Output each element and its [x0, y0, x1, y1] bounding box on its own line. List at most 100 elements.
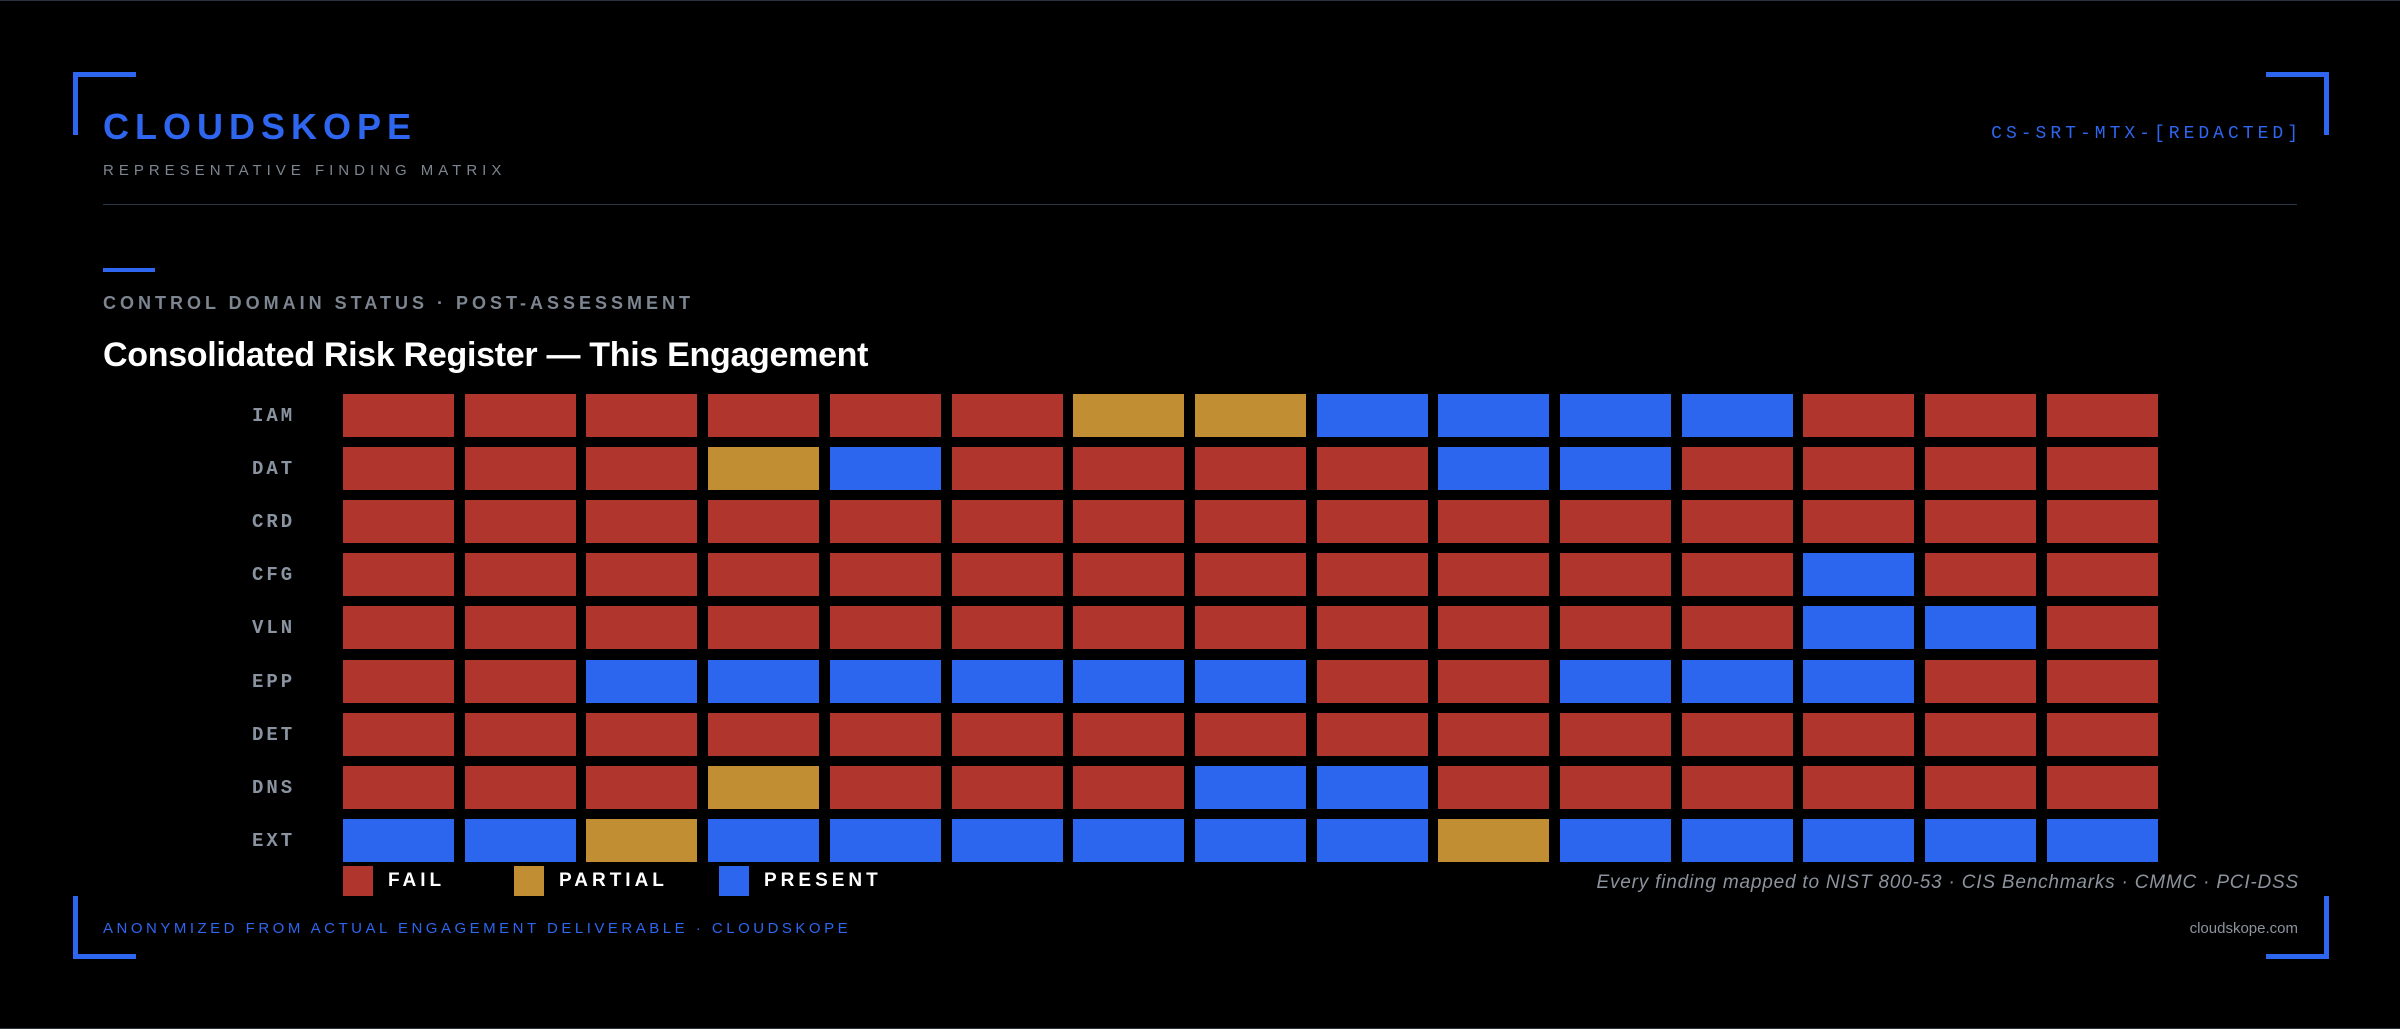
matrix-cell-vln-2-fail	[465, 606, 576, 649]
matrix-cell-crd-9-fail	[1317, 500, 1428, 543]
matrix-cell-iam-2-fail	[465, 394, 576, 437]
matrix-cell-dat-11-present	[1560, 447, 1671, 490]
matrix-cell-ext-5-present	[830, 819, 941, 862]
corner-bracket-top-right	[2266, 72, 2329, 135]
matrix-cell-dat-4-partial	[708, 447, 819, 490]
matrix-cell-dat-8-fail	[1195, 447, 1306, 490]
matrix-cell-vln-8-fail	[1195, 606, 1306, 649]
matrix-cell-cfg-5-fail	[830, 553, 941, 596]
matrix-cell-dns-15-fail	[2047, 766, 2158, 809]
matrix-cell-dns-5-fail	[830, 766, 941, 809]
matrix-cell-iam-10-present	[1438, 394, 1549, 437]
matrix-cell-det-13-fail	[1803, 713, 1914, 756]
matrix-cell-crd-1-fail	[343, 500, 454, 543]
matrix-cell-ext-11-present	[1560, 819, 1671, 862]
matrix-cell-epp-9-fail	[1317, 660, 1428, 703]
matrix-cell-dns-7-fail	[1073, 766, 1184, 809]
matrix-cell-vln-4-fail	[708, 606, 819, 649]
matrix-cell-dns-14-fail	[1925, 766, 2036, 809]
matrix-cell-ext-9-present	[1317, 819, 1428, 862]
matrix-cell-cfg-6-fail	[952, 553, 1063, 596]
matrix-cell-cfg-3-fail	[586, 553, 697, 596]
matrix-cell-ext-15-present	[2047, 819, 2158, 862]
matrix-cell-det-10-fail	[1438, 713, 1549, 756]
matrix-cell-ext-8-present	[1195, 819, 1306, 862]
matrix-cell-dat-7-fail	[1073, 447, 1184, 490]
legend-fail: FAIL	[343, 865, 445, 897]
matrix-cell-ext-2-present	[465, 819, 576, 862]
matrix-cell-ext-4-present	[708, 819, 819, 862]
matrix-cell-det-5-fail	[830, 713, 941, 756]
matrix-cell-epp-3-present	[586, 660, 697, 703]
matrix-cell-ext-10-partial	[1438, 819, 1549, 862]
matrix-cell-vln-12-fail	[1682, 606, 1793, 649]
matrix-cell-epp-14-fail	[1925, 660, 2036, 703]
matrix-cell-cfg-1-fail	[343, 553, 454, 596]
matrix-cell-crd-14-fail	[1925, 500, 2036, 543]
matrix-cell-crd-15-fail	[2047, 500, 2158, 543]
matrix-cell-iam-5-fail	[830, 394, 941, 437]
matrix-cell-vln-1-fail	[343, 606, 454, 649]
section-accent-bar	[103, 268, 155, 272]
matrix-cell-vln-6-fail	[952, 606, 1063, 649]
matrix-cell-dns-10-fail	[1438, 766, 1549, 809]
matrix-cell-dat-15-fail	[2047, 447, 2158, 490]
row-label-det: DET	[252, 723, 296, 746]
matrix-cell-dns-2-fail	[465, 766, 576, 809]
matrix-cell-cfg-2-fail	[465, 553, 576, 596]
matrix-cell-crd-5-fail	[830, 500, 941, 543]
matrix-cell-det-8-fail	[1195, 713, 1306, 756]
matrix-cell-epp-11-present	[1560, 660, 1671, 703]
footer-website-link[interactable]: cloudskope.com	[2189, 920, 2298, 937]
matrix-cell-epp-1-fail	[343, 660, 454, 703]
matrix-cell-iam-8-partial	[1195, 394, 1306, 437]
matrix-cell-dns-13-fail	[1803, 766, 1914, 809]
corner-bracket-bottom-left	[73, 896, 136, 959]
page-title: Consolidated Risk Register — This Engage…	[103, 336, 869, 374]
row-label-dns: DNS	[252, 776, 296, 799]
matrix-cell-cfg-9-fail	[1317, 553, 1428, 596]
document-id: CS-SRT-MTX-[REDACTED]	[1991, 124, 2302, 144]
matrix-cell-dat-14-fail	[1925, 447, 2036, 490]
frame-top-rule	[0, 0, 2400, 1]
matrix-cell-crd-10-fail	[1438, 500, 1549, 543]
matrix-cell-ext-12-present	[1682, 819, 1793, 862]
matrix-cell-cfg-11-fail	[1560, 553, 1671, 596]
matrix-cell-det-11-fail	[1560, 713, 1671, 756]
row-label-epp: EPP	[252, 670, 296, 693]
matrix-cell-vln-13-present	[1803, 606, 1914, 649]
matrix-cell-vln-9-fail	[1317, 606, 1428, 649]
matrix-cell-vln-11-fail	[1560, 606, 1671, 649]
matrix-cell-det-15-fail	[2047, 713, 2158, 756]
matrix-cell-vln-3-fail	[586, 606, 697, 649]
matrix-cell-iam-9-present	[1317, 394, 1428, 437]
matrix-cell-vln-10-fail	[1438, 606, 1549, 649]
matrix-cell-epp-12-present	[1682, 660, 1793, 703]
matrix-cell-cfg-10-fail	[1438, 553, 1549, 596]
matrix-cell-crd-2-fail	[465, 500, 576, 543]
matrix-cell-iam-13-fail	[1803, 394, 1914, 437]
matrix-cell-iam-1-fail	[343, 394, 454, 437]
matrix-cell-crd-7-fail	[1073, 500, 1184, 543]
matrix-cell-epp-13-present	[1803, 660, 1914, 703]
matrix-cell-cfg-7-fail	[1073, 553, 1184, 596]
matrix-cell-dns-9-present	[1317, 766, 1428, 809]
matrix-cell-det-4-fail	[708, 713, 819, 756]
matrix-cell-cfg-15-fail	[2047, 553, 2158, 596]
matrix-cell-epp-2-fail	[465, 660, 576, 703]
matrix-cell-iam-3-fail	[586, 394, 697, 437]
matrix-cell-dat-2-fail	[465, 447, 576, 490]
matrix-cell-iam-11-present	[1560, 394, 1671, 437]
matrix-cell-iam-7-partial	[1073, 394, 1184, 437]
brand-logo-text: CLOUDSKOPE	[103, 106, 418, 147]
matrix-cell-dns-12-fail	[1682, 766, 1793, 809]
matrix-cell-vln-15-fail	[2047, 606, 2158, 649]
section-label: CONTROL DOMAIN STATUS · POST-ASSESSMENT	[103, 293, 695, 313]
matrix-cell-epp-8-present	[1195, 660, 1306, 703]
matrix-cell-cfg-12-fail	[1682, 553, 1793, 596]
framework-mapping-note: Every finding mapped to NIST 800-53 · CI…	[1596, 872, 2299, 893]
matrix-cell-dns-3-fail	[586, 766, 697, 809]
legend-partial-label: PARTIAL	[559, 870, 668, 891]
page-subtitle: REPRESENTATIVE FINDING MATRIX	[103, 162, 507, 179]
matrix-cell-epp-6-present	[952, 660, 1063, 703]
